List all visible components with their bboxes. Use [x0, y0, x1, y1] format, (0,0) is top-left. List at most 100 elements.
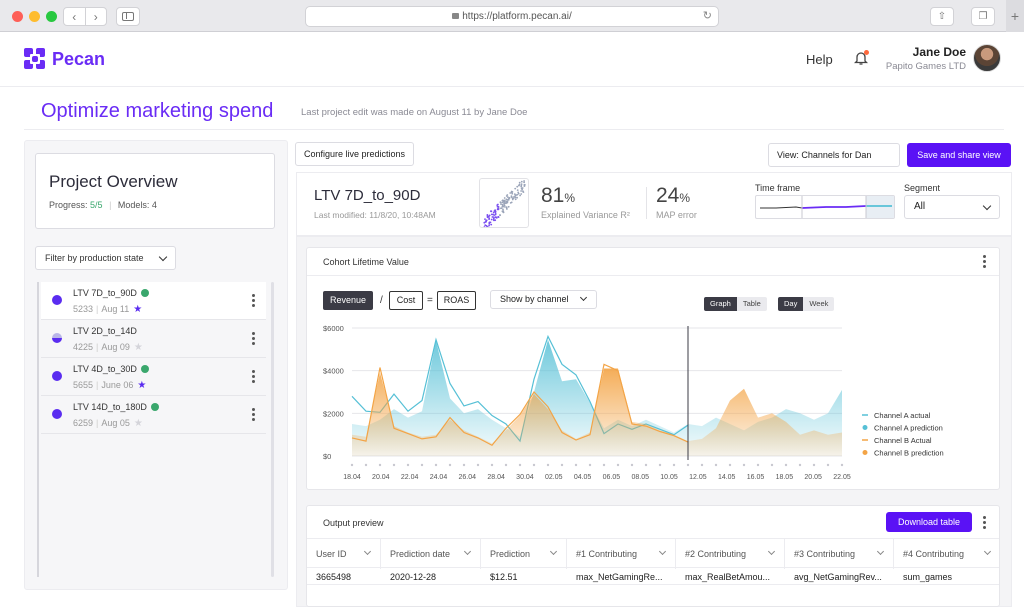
more-options-icon[interactable] [252, 294, 256, 308]
scatter-point [509, 202, 512, 204]
scatter-point [516, 189, 519, 191]
column-header[interactable]: #2 Contributing [676, 539, 785, 569]
scatter-point [499, 201, 502, 203]
scatter-point [488, 221, 491, 224]
production-state-filter[interactable]: Filter by production state [35, 246, 176, 270]
x-tick-dot [658, 463, 662, 467]
more-options-icon[interactable] [252, 370, 256, 384]
graph-toggle[interactable]: Graph [704, 297, 737, 311]
model-list-item[interactable]: LTV 4D_to_30D 5655 | June 06 ★ [41, 358, 266, 396]
model-date: Aug 09 [101, 342, 130, 352]
maximize-window-button[interactable] [46, 11, 57, 22]
scatter-point [507, 205, 510, 208]
more-options-icon[interactable] [983, 255, 987, 269]
day-toggle[interactable]: Day [778, 297, 804, 311]
scrollbar[interactable] [271, 282, 274, 577]
scatter-point [492, 216, 495, 218]
chevron-down-icon [158, 252, 168, 262]
legend-label: Channel B Actual [874, 436, 932, 445]
show-by-channel-select[interactable]: Show by channel [490, 290, 597, 309]
overview-title: Project Overview [49, 172, 178, 191]
model-id: 5233 [73, 304, 94, 314]
y-tick-label: $2000 [323, 409, 344, 418]
model-status-dot [52, 371, 62, 381]
browser-toolbar: ‹ › https://platform.pecan.ai/ ↻ ⇧ ❐ + [0, 0, 1024, 32]
save-and-share-view-button[interactable]: Save and share view [907, 143, 1011, 167]
x-tick-dot [770, 463, 774, 467]
model-list-item[interactable]: LTV 7D_to_90D 5233 | Aug 11 ★ [41, 282, 266, 320]
address-bar[interactable]: https://platform.pecan.ai/ ↻ [305, 6, 719, 27]
legend-label: Channel B prediction [874, 449, 944, 458]
star-icon[interactable]: ★ [133, 304, 143, 315]
x-tick-label: 18.05 [776, 474, 794, 481]
roas-button[interactable]: ROAS [437, 291, 476, 310]
chevron-down-icon[interactable] [549, 547, 558, 556]
reload-icon[interactable]: ↻ [702, 10, 712, 22]
y-tick-label: $6000 [323, 324, 344, 333]
table-row[interactable]: 3665498 2020-12-28 $12.51 max_NetGamingRe..… [307, 569, 999, 585]
tabs-overview-icon[interactable]: ❐ [971, 7, 995, 26]
model-list-item[interactable]: LTV 2D_to_14D 4225 | Aug 09 ★ [41, 320, 266, 358]
chevron-down-icon[interactable] [876, 547, 885, 556]
chevron-down-icon[interactable] [463, 547, 472, 556]
column-header[interactable]: User ID [307, 539, 381, 569]
column-header[interactable]: Prediction date [381, 539, 481, 569]
x-tick-dot [798, 463, 802, 467]
column-header[interactable]: #3 Contributing [785, 539, 894, 569]
new-tab-button[interactable]: + [1006, 0, 1024, 32]
model-list-item[interactable]: LTV 14D_to_180D 6259 | Aug 05 ★ [41, 396, 266, 434]
column-header[interactable]: #4 Contributing [894, 539, 999, 569]
help-link[interactable]: Help [806, 52, 833, 67]
x-tick-dot [602, 463, 606, 467]
chevron-down-icon[interactable] [363, 547, 372, 556]
cost-button[interactable]: Cost [389, 291, 423, 310]
x-tick-dot [644, 463, 648, 467]
sidebar-toggle-icon[interactable] [116, 7, 140, 26]
close-window-button[interactable] [12, 11, 23, 22]
more-options-icon[interactable] [252, 332, 256, 346]
scatter-point [516, 185, 519, 188]
cohort-chart[interactable]: $0 $2000 $4000 $6000 18.04 20.04 22.04 24.04 26.… [307, 318, 1001, 490]
download-table-button[interactable]: Download table [886, 512, 972, 532]
prediction-scatter-thumbnail[interactable] [479, 178, 529, 228]
legend-label: Channel A prediction [874, 424, 943, 433]
title-row: Optimize marketing spend Last project ed… [24, 92, 1004, 130]
share-icon[interactable]: ⇧ [930, 7, 954, 26]
scatter-point [518, 184, 520, 187]
bell-icon[interactable] [853, 50, 869, 66]
minimize-window-button[interactable] [29, 11, 40, 22]
star-icon[interactable]: ★ [137, 380, 147, 391]
model-list: LTV 7D_to_90D 5233 | Aug 11 ★ LTV 2D_to_14D 42… [41, 282, 266, 434]
revenue-button[interactable]: Revenue [323, 291, 373, 310]
week-toggle[interactable]: Week [803, 297, 835, 311]
x-tick-dot [840, 463, 844, 467]
chevron-down-icon[interactable] [983, 547, 992, 556]
view-label: View: Channels for Dan [777, 150, 872, 160]
view-selector[interactable]: View: Channels for Dan [768, 143, 900, 167]
check-circle-icon [140, 365, 149, 373]
logo[interactable]: Pecan [24, 48, 105, 70]
segment-select[interactable]: All [904, 195, 1000, 219]
time-frame-slider[interactable] [755, 195, 895, 219]
table-toggle[interactable]: Table [736, 297, 767, 311]
x-tick-label: 22.04 [401, 474, 419, 481]
x-tick-dot [476, 463, 480, 467]
more-options-icon[interactable] [983, 516, 987, 530]
chevron-right-icon[interactable]: › [84, 8, 107, 25]
star-icon[interactable]: ★ [133, 342, 143, 353]
chevron-down-icon[interactable] [658, 547, 667, 556]
model-name: LTV 7D_to_90D [73, 288, 149, 298]
more-options-icon[interactable] [252, 408, 256, 422]
star-icon[interactable]: ★ [133, 418, 143, 429]
model-date: Aug 05 [101, 418, 130, 428]
x-tick-label: 24.04 [430, 474, 448, 481]
avatar[interactable] [973, 44, 1001, 72]
model-name: LTV 14D_to_180D [73, 402, 159, 412]
configure-live-predictions-button[interactable]: Configure live predictions [295, 142, 415, 166]
user-name[interactable]: Jane Doe [912, 45, 966, 59]
column-header[interactable]: Prediction [481, 539, 567, 569]
column-header[interactable]: #1 Contributing [567, 539, 676, 569]
chevron-down-icon[interactable] [767, 547, 776, 556]
chevron-left-icon[interactable]: ‹ [72, 9, 77, 24]
x-tick-dot [532, 463, 536, 467]
